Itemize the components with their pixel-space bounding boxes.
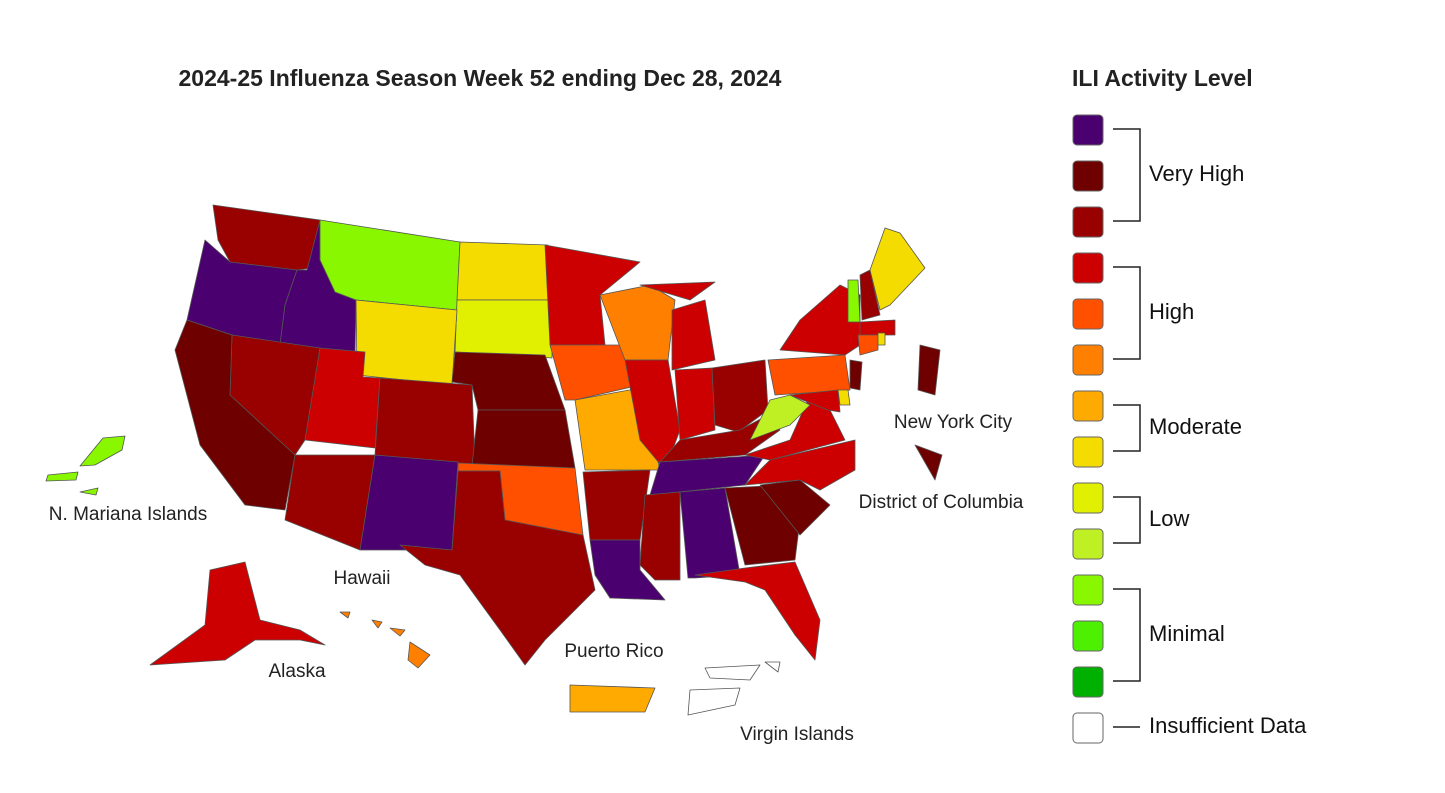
state: [544, 244, 641, 346]
virgin-islands: [687, 661, 781, 716]
legend-swatch: [1072, 712, 1104, 744]
legend-swatch: [1072, 114, 1104, 146]
state: [711, 359, 769, 433]
state: [471, 409, 576, 469]
legend-swatch: [1072, 482, 1104, 514]
legend-swatch: [1072, 252, 1104, 284]
state: [549, 344, 641, 401]
legend-swatch: [1072, 298, 1104, 330]
legend-swatch: [1072, 436, 1104, 468]
territory-label: N. Mariana Islands: [49, 504, 207, 525]
alaska: [149, 561, 326, 666]
legend-label: High: [1149, 299, 1194, 324]
territory-label: Alaska: [268, 661, 325, 682]
state: [694, 561, 821, 661]
state: [639, 281, 716, 301]
nyc-inset: [917, 344, 941, 396]
legend-swatch: [1072, 390, 1104, 422]
state: [674, 367, 716, 441]
legend-label: Very High: [1149, 161, 1244, 186]
state: [837, 389, 851, 406]
state: [877, 332, 886, 346]
state: [859, 269, 881, 321]
state: [857, 334, 879, 356]
state: [454, 299, 553, 359]
state: [582, 469, 651, 541]
map-title: 2024-25 Influenza Season Week 52 ending …: [179, 65, 782, 91]
legend-title: ILI Activity Level: [1072, 65, 1253, 91]
territory-label: Virgin Islands: [740, 724, 854, 745]
state: [671, 299, 716, 371]
state: [359, 454, 459, 551]
n-mariana-islands: [45, 435, 126, 496]
legend-swatch: [1072, 620, 1104, 652]
territory-label: Hawaii: [333, 568, 390, 589]
state: [749, 394, 811, 441]
legend-label: Insufficient Data: [1149, 713, 1307, 738]
legend-swatch: [1072, 160, 1104, 192]
state: [789, 389, 841, 413]
legend-swatch: [1072, 574, 1104, 606]
state: [456, 241, 553, 301]
state: [767, 354, 851, 396]
state: [869, 227, 926, 311]
state: [374, 377, 476, 466]
state: [212, 204, 321, 271]
state: [759, 479, 831, 536]
state: [779, 284, 861, 356]
us-map: [45, 204, 943, 716]
state: [284, 454, 376, 551]
state: [847, 279, 861, 323]
state: [849, 359, 863, 391]
territory-label: New York City: [894, 412, 1013, 433]
state: [859, 319, 896, 336]
state: [399, 470, 596, 666]
state: [174, 319, 296, 511]
legend-swatch: [1072, 528, 1104, 560]
legend-label: Moderate: [1149, 414, 1242, 439]
puerto-rico: [569, 684, 656, 713]
territory-label: Puerto Rico: [564, 641, 663, 662]
legend-swatch: [1072, 344, 1104, 376]
legend: Very High High Moderate Low Minimal Insuffici…: [1072, 114, 1307, 744]
hawaii: [339, 611, 431, 669]
state: [599, 284, 676, 361]
state: [355, 299, 458, 386]
legend-label: Low: [1149, 506, 1189, 531]
legend-label: Minimal: [1149, 621, 1225, 646]
state: [589, 539, 666, 601]
legend-swatch: [1072, 666, 1104, 698]
state: [639, 491, 681, 581]
legend-swatch: [1072, 206, 1104, 238]
dc-inset: [914, 444, 943, 481]
territory-label: District of Columbia: [859, 492, 1024, 513]
